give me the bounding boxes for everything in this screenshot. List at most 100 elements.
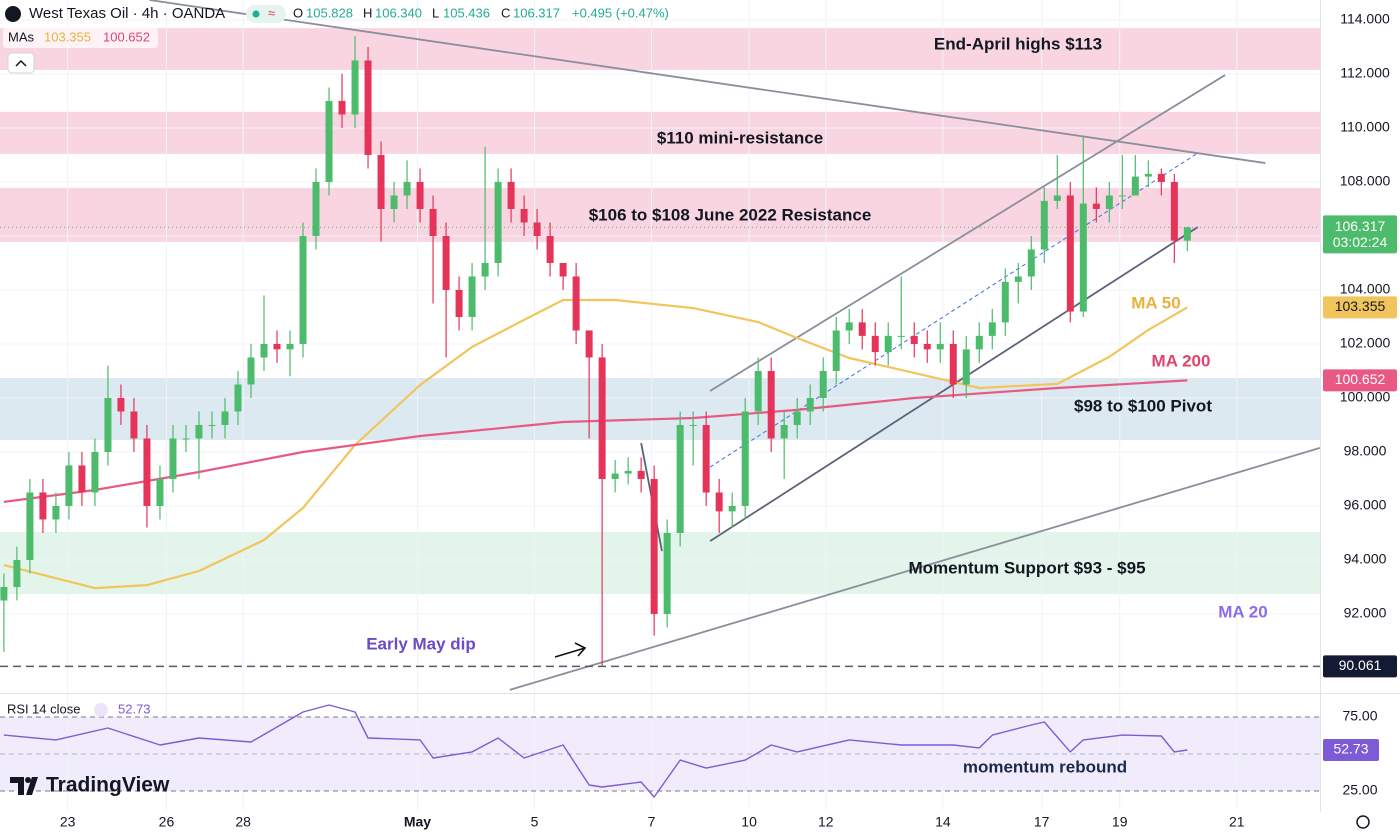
- candle-body: [377, 154, 385, 209]
- candle-body: [286, 343, 294, 350]
- candle-body: [39, 492, 47, 520]
- mas-value: 100.652: [103, 29, 150, 44]
- candle-body: [104, 397, 112, 452]
- zone-label: Momentum Support $93 - $95: [908, 558, 1145, 577]
- candle-body: [1092, 203, 1100, 209]
- x-tick-label: 14: [935, 814, 951, 830]
- candle-body: [520, 208, 528, 223]
- candle-body: [182, 438, 190, 440]
- y-tick-label: 98.000: [1344, 443, 1387, 459]
- candle-body: [1066, 195, 1074, 312]
- ohlc-value: 105.436: [443, 5, 490, 20]
- candle-body: [1144, 173, 1152, 177]
- candle-body: [1131, 176, 1139, 196]
- y-tick-label: 100.000: [1340, 389, 1391, 405]
- price-badge-label: 100.652: [1335, 371, 1386, 387]
- status-pill: [246, 5, 286, 23]
- x-tick-label: 26: [159, 814, 175, 830]
- zone: [0, 28, 1320, 70]
- candle-body: [234, 384, 242, 412]
- ohlc-label: C: [501, 5, 510, 20]
- candle-body: [663, 532, 671, 614]
- y-tick-label: 25.00: [1342, 782, 1377, 798]
- mas-box: [3, 28, 158, 48]
- settings-icon[interactable]: [1356, 815, 1370, 829]
- candle-body: [325, 100, 333, 182]
- grid-layer: [0, 0, 1320, 810]
- candle-body: [130, 411, 138, 439]
- candle-body: [845, 322, 853, 331]
- price-badge: [1323, 296, 1397, 319]
- y-tick-label: 110.000: [1340, 119, 1390, 135]
- candle-body: [1170, 181, 1178, 241]
- rsi-icon: [94, 703, 108, 717]
- trend-line: [149, 0, 1266, 164]
- candle-body: [728, 505, 736, 512]
- candle-body: [1053, 195, 1061, 201]
- candle-body: [481, 262, 489, 277]
- candle-body: [338, 100, 346, 115]
- x-tick-label: 23: [60, 814, 76, 830]
- status-dot: [252, 10, 260, 18]
- price-badge: [1323, 215, 1397, 254]
- zone-label: $110 mini-resistance: [657, 128, 823, 147]
- annotation: momentum rebound: [963, 757, 1127, 776]
- ohlc-change: +0.495 (+0.47%): [572, 5, 669, 20]
- candle-body: [78, 465, 86, 493]
- candle-body: [1079, 203, 1087, 312]
- candle-body: [897, 335, 905, 337]
- y-tick-label: 94.000: [1344, 551, 1387, 567]
- ohlc-label: L: [432, 5, 439, 20]
- candle-body: [0, 586, 8, 601]
- y-tick-label: 102.000: [1340, 335, 1391, 351]
- zone-label: $106 to $108 June 2022 Resistance: [589, 205, 872, 224]
- zone: [0, 111, 1320, 154]
- price-badge-label: 103.355: [1335, 298, 1386, 314]
- candle-body: [793, 411, 801, 425]
- candle-body: [91, 451, 99, 493]
- x-tick-label: 21: [1229, 814, 1245, 830]
- candle-body: [117, 397, 125, 412]
- y-tick-label: 104.000: [1340, 281, 1391, 297]
- candle-body: [806, 397, 814, 412]
- candle-body: [611, 473, 619, 479]
- candle-body: [624, 470, 632, 474]
- candle-body: [169, 438, 177, 479]
- candle-body: [585, 330, 593, 358]
- candle-body: [702, 424, 710, 493]
- price-badge-label: 90.061: [1339, 657, 1382, 673]
- candle-body: [754, 370, 762, 412]
- candle-body: [416, 181, 424, 209]
- annotation: MA 20: [1218, 602, 1267, 621]
- line-series: [3, 704, 1188, 798]
- zone: [0, 187, 1320, 242]
- annotation: Early May dip: [366, 634, 476, 653]
- price-badge-label: 52.73: [1333, 741, 1368, 757]
- candle-body: [962, 349, 970, 385]
- candle-body: [819, 370, 827, 398]
- candle-body: [455, 289, 463, 317]
- trend-line: [509, 447, 1321, 691]
- brand-name: TradingView: [46, 774, 170, 797]
- candle-body: [208, 424, 216, 426]
- zones-layer: [0, 28, 1320, 792]
- candle-body: [65, 465, 73, 506]
- collapse-button[interactable]: [7, 52, 35, 74]
- zone: [0, 377, 1320, 441]
- annotation: MA 50: [1131, 293, 1180, 312]
- ohlc-label: O: [293, 5, 303, 20]
- candle-body: [533, 222, 541, 236]
- candle-body: [559, 262, 567, 277]
- candle-body: [832, 330, 840, 371]
- y-tick-label: 92.000: [1344, 605, 1387, 621]
- candle-body: [598, 357, 606, 479]
- candle-body: [52, 505, 60, 520]
- zone-label: End-April highs $113: [934, 34, 1102, 53]
- symbol-icon: [5, 6, 21, 22]
- annotation: MA 200: [1152, 351, 1211, 370]
- line-series: [3, 298, 1188, 590]
- ohlc-value: 105.828: [306, 5, 353, 20]
- candle-body: [156, 478, 164, 506]
- candle-body: [468, 276, 476, 317]
- candle-body: [1040, 200, 1048, 250]
